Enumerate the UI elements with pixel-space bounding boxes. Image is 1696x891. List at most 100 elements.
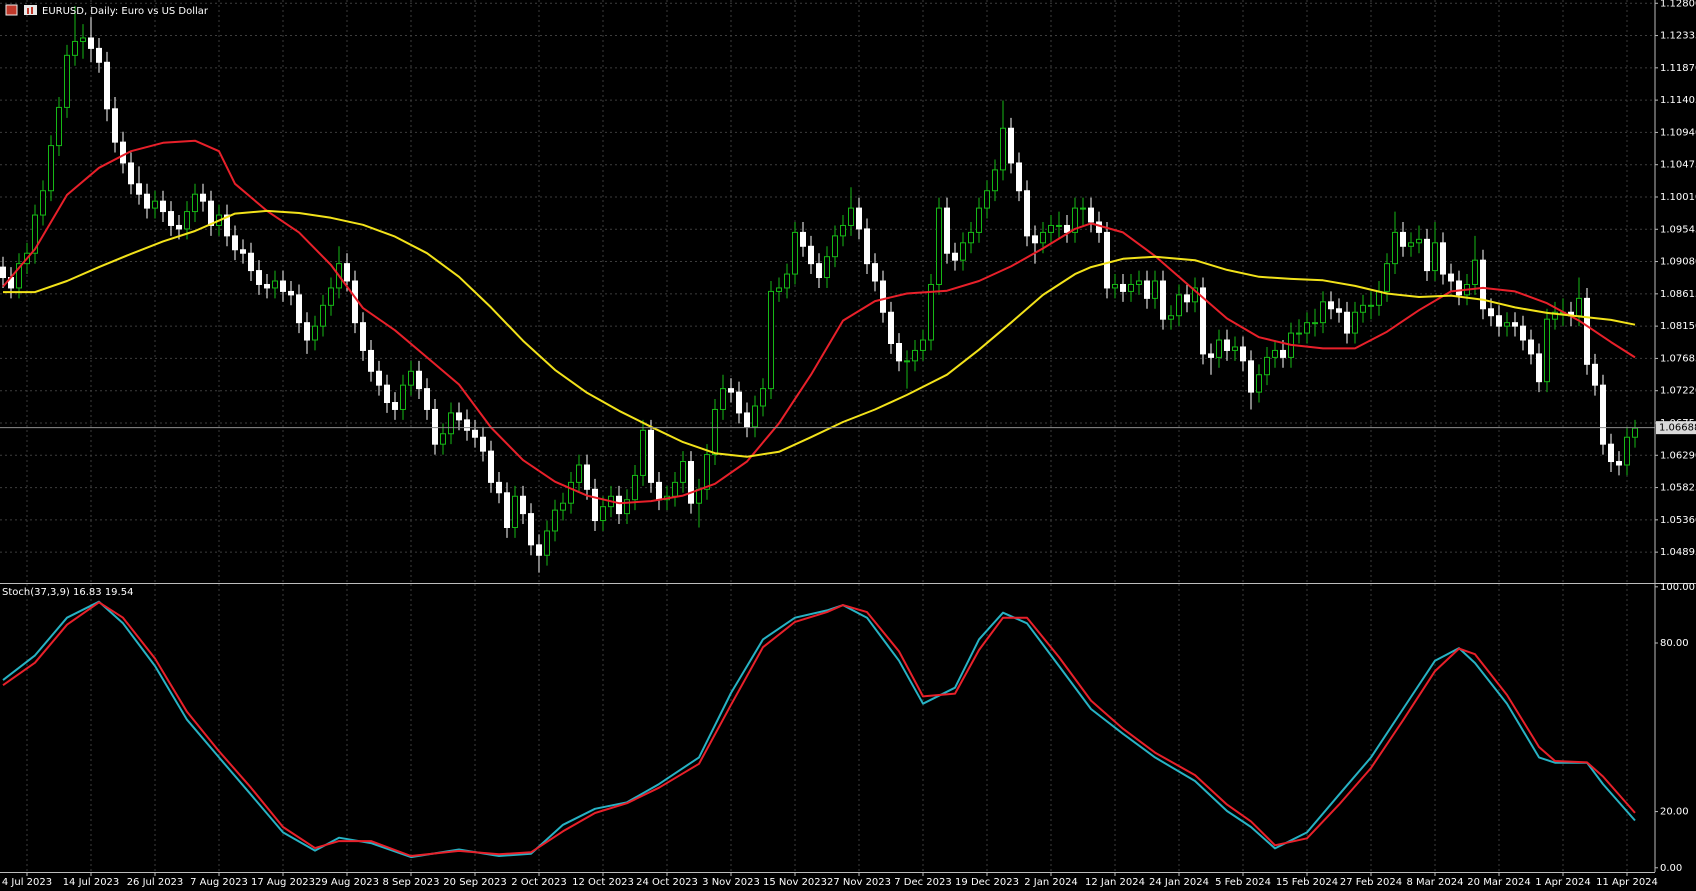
candle-body: [1168, 315, 1174, 320]
candle-body: [1328, 301, 1334, 310]
candle-body: [1600, 384, 1606, 445]
candle-body: [1448, 273, 1454, 282]
chart-icon[interactable]: [24, 5, 37, 15]
current-price-label: 1.06688: [1659, 423, 1696, 434]
candle-body: [1016, 162, 1022, 192]
candle-body: [160, 200, 166, 213]
candle-body: [768, 290, 774, 390]
y-tick-label: 1.05360: [1660, 515, 1696, 526]
y-tick-label: 1.09080: [1660, 257, 1696, 268]
candle-body: [176, 224, 182, 230]
candle-body: [680, 461, 686, 483]
candle-body: [1176, 294, 1182, 317]
candle-body: [120, 141, 126, 164]
candle-body: [888, 311, 894, 344]
candle-body: [1584, 297, 1590, 365]
candle-body: [544, 530, 550, 556]
candle-body: [320, 304, 326, 327]
x-tick-label: 8 Sep 2023: [382, 877, 439, 888]
y-tick-label: 1.12800: [1660, 0, 1696, 9]
candle-body: [96, 47, 102, 63]
candle-body: [992, 169, 998, 192]
candle-body: [1104, 231, 1110, 289]
x-tick-label: 12 Oct 2023: [572, 877, 634, 888]
candle-body: [1144, 280, 1150, 299]
candle-body: [328, 287, 334, 306]
x-tick-label: 27 Feb 2024: [1340, 877, 1402, 888]
candle-body: [424, 388, 430, 410]
candle-body: [504, 492, 510, 528]
candle-body: [776, 287, 782, 292]
candle-body: [1152, 280, 1158, 299]
candle-body: [936, 207, 942, 285]
candle-body: [648, 429, 654, 483]
candle-body: [1520, 325, 1526, 341]
x-tick-label: 1 Apr 2024: [1535, 877, 1590, 888]
candle-body: [944, 207, 950, 254]
candle-body: [480, 436, 486, 452]
x-tick-label: 17 Aug 2023: [251, 877, 315, 888]
candle-body: [1576, 297, 1582, 317]
candle-body: [0, 266, 6, 279]
candle-body: [1344, 311, 1350, 334]
candle-body: [248, 252, 254, 272]
candle-body: [64, 54, 70, 108]
candle-body: [1048, 224, 1054, 233]
candle-body: [1616, 461, 1622, 466]
x-tick-label: 5 Feb 2024: [1215, 877, 1271, 888]
candle-body: [456, 412, 462, 421]
candle-body: [104, 61, 110, 110]
y-tick-label: 1.12335: [1660, 31, 1696, 42]
y-tick-label: 1.06290: [1660, 450, 1696, 461]
candle-body: [840, 224, 846, 237]
candle-body: [1096, 221, 1102, 233]
candle-body: [1512, 322, 1518, 327]
candle-body: [1592, 363, 1598, 386]
candle-body: [1008, 127, 1014, 164]
menu-icon[interactable]: [5, 4, 18, 16]
y-tick-label: 1.07685: [1660, 353, 1696, 364]
candle-body: [688, 461, 694, 504]
candle-body: [1496, 315, 1502, 327]
candle-body: [1272, 349, 1278, 358]
candle-body: [592, 488, 598, 522]
candle-body: [1376, 290, 1382, 306]
candle-body: [1400, 231, 1406, 247]
candle-body: [952, 252, 958, 261]
candle-body: [920, 339, 926, 351]
y-tick-label: 1.11870: [1660, 63, 1696, 74]
candle-body: [1208, 353, 1214, 358]
x-tick-label: 7 Dec 2023: [894, 877, 952, 888]
candle-body: [128, 162, 134, 185]
y-tick-label: 1.05825: [1660, 483, 1696, 494]
y-tick-label: 0.00: [1660, 863, 1682, 874]
candle-body: [312, 325, 318, 341]
candle-body: [928, 283, 934, 341]
candle-body: [912, 349, 918, 362]
candle-body: [752, 405, 758, 428]
candle-body: [1200, 287, 1206, 355]
candle-body: [632, 474, 638, 501]
candle-body: [240, 249, 246, 254]
candle-body: [1528, 339, 1534, 355]
candle-body: [864, 228, 870, 265]
candle-body: [384, 384, 390, 404]
candle-body: [48, 145, 54, 192]
candle-body: [1408, 242, 1414, 247]
candle-body: [1248, 360, 1254, 393]
candle-body: [1368, 304, 1374, 307]
candle-body: [232, 235, 238, 251]
candle-body: [208, 200, 214, 226]
candle-body: [256, 270, 262, 285]
candle-body: [360, 322, 366, 351]
candle-body: [1120, 283, 1126, 292]
candle-body: [376, 370, 382, 386]
candle-body: [800, 231, 806, 247]
indicator-title: Stoch(37,3,9) 16.83 19.54: [2, 587, 133, 598]
candle-body: [568, 481, 574, 504]
candle-body: [1544, 318, 1550, 383]
candle-body: [512, 495, 518, 528]
candle-body: [1072, 207, 1078, 233]
